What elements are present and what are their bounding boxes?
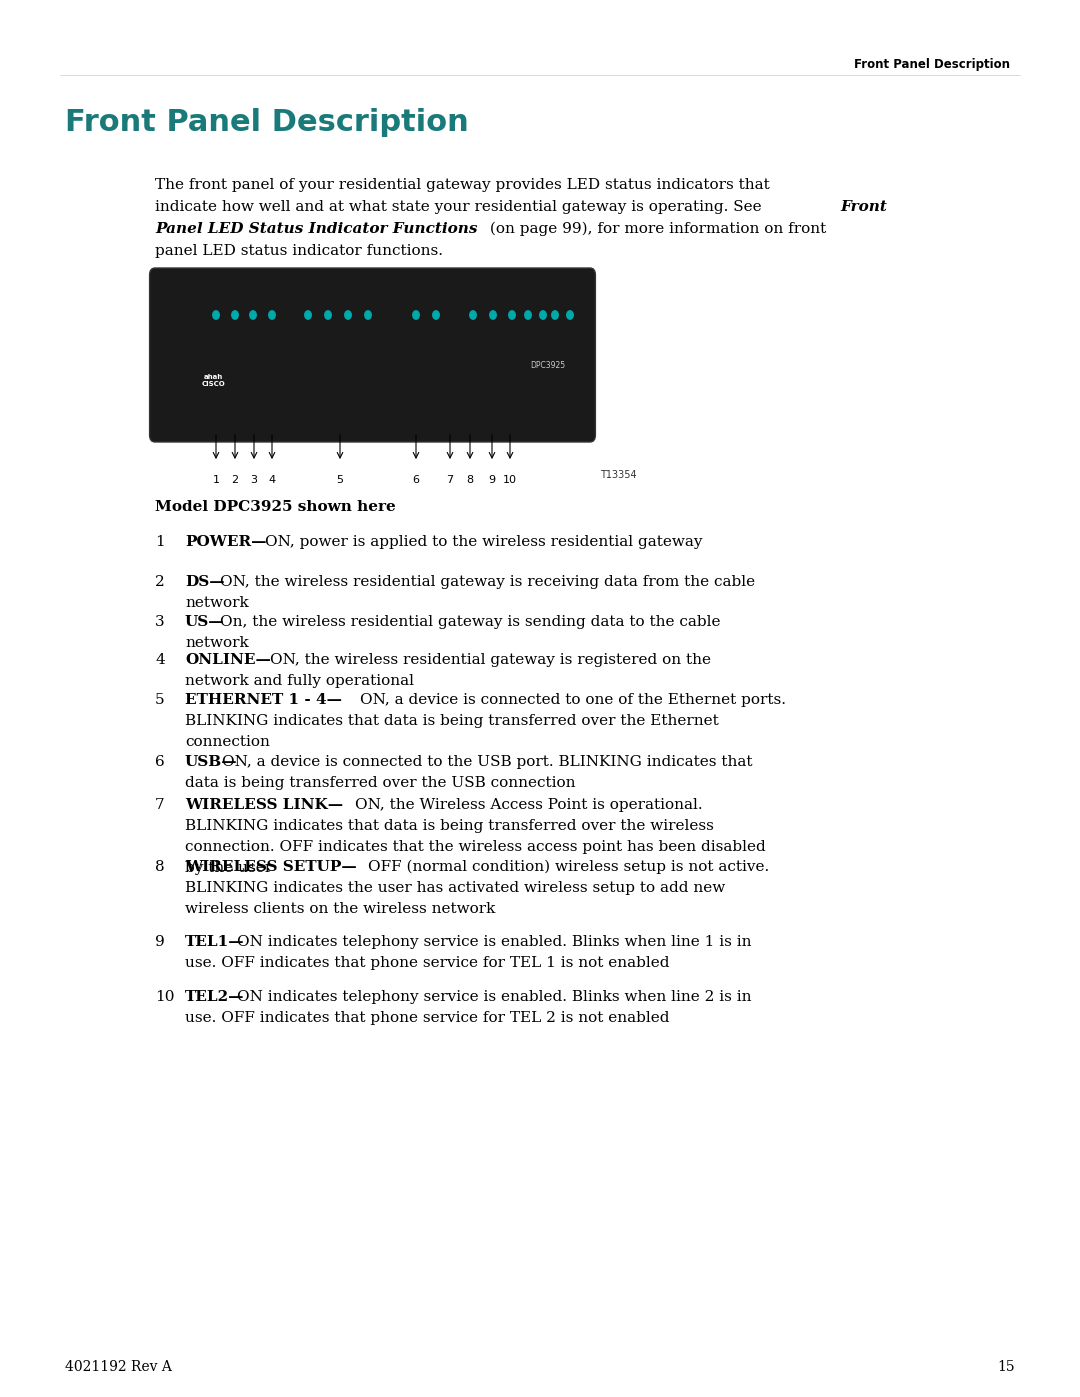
Text: ON, a device is connected to the USB port. BLINKING indicates that: ON, a device is connected to the USB por… <box>222 754 753 768</box>
Text: ETHERNET 1 - 4—: ETHERNET 1 - 4— <box>185 693 342 707</box>
Text: connection. OFF indicates that the wireless access point has been disabled: connection. OFF indicates that the wirel… <box>185 840 766 854</box>
Circle shape <box>509 310 515 319</box>
Circle shape <box>249 310 256 319</box>
Circle shape <box>525 310 531 319</box>
Text: 2: 2 <box>156 576 165 590</box>
Text: 1: 1 <box>156 535 165 549</box>
Text: BLINKING indicates that data is being transferred over the wireless: BLINKING indicates that data is being tr… <box>185 819 714 833</box>
Text: ON indicates telephony service is enabled. Blinks when line 2 is in: ON indicates telephony service is enable… <box>237 990 752 1004</box>
Text: On, the wireless residential gateway is sending data to the cable: On, the wireless residential gateway is … <box>220 615 720 629</box>
Text: 4021192 Rev A: 4021192 Rev A <box>65 1361 172 1375</box>
Text: 10: 10 <box>156 990 175 1004</box>
Text: Model DPC3925 shown here: Model DPC3925 shown here <box>156 500 395 514</box>
Text: Front: Front <box>840 200 887 214</box>
Text: 2: 2 <box>231 475 239 485</box>
Text: ON indicates telephony service is enabled. Blinks when line 1 is in: ON indicates telephony service is enable… <box>237 935 752 949</box>
Text: 1: 1 <box>213 475 219 485</box>
Text: 8: 8 <box>467 475 473 485</box>
Text: 9: 9 <box>488 475 496 485</box>
Text: 4: 4 <box>269 475 275 485</box>
Text: OFF (normal condition) wireless setup is not active.: OFF (normal condition) wireless setup is… <box>368 861 769 875</box>
Text: ONLINE—: ONLINE— <box>185 652 271 666</box>
Text: by the user: by the user <box>185 861 272 875</box>
Text: T13354: T13354 <box>600 469 636 481</box>
Circle shape <box>413 310 419 319</box>
Circle shape <box>470 310 476 319</box>
Circle shape <box>213 310 219 319</box>
Text: TEL2—: TEL2— <box>185 990 244 1004</box>
Text: DPC3925: DPC3925 <box>530 360 565 369</box>
Text: 10: 10 <box>503 475 517 485</box>
Text: network and fully operational: network and fully operational <box>185 673 414 687</box>
Text: DS—: DS— <box>185 576 225 590</box>
Text: data is being transferred over the USB connection: data is being transferred over the USB c… <box>185 775 576 789</box>
Text: 4: 4 <box>156 652 165 666</box>
Text: wireless clients on the wireless network: wireless clients on the wireless network <box>185 902 496 916</box>
Text: 3: 3 <box>251 475 257 485</box>
Text: ahah
CISCO: ahah CISCO <box>201 373 225 387</box>
Text: 5: 5 <box>337 475 343 485</box>
Circle shape <box>305 310 311 319</box>
Circle shape <box>345 310 351 319</box>
Text: BLINKING indicates that data is being transferred over the Ethernet: BLINKING indicates that data is being tr… <box>185 714 719 728</box>
Text: BLINKING indicates the user has activated wireless setup to add new: BLINKING indicates the user has activate… <box>185 882 726 895</box>
Text: ON, the wireless residential gateway is receiving data from the cable: ON, the wireless residential gateway is … <box>220 576 755 590</box>
Text: 8: 8 <box>156 861 164 875</box>
Text: 6: 6 <box>413 475 419 485</box>
Circle shape <box>433 310 440 319</box>
Text: USB—: USB— <box>185 754 238 768</box>
Text: WIRELESS LINK—: WIRELESS LINK— <box>185 798 343 812</box>
Text: ON, power is applied to the wireless residential gateway: ON, power is applied to the wireless res… <box>265 535 702 549</box>
Circle shape <box>365 310 372 319</box>
Text: 9: 9 <box>156 935 165 949</box>
Text: 5: 5 <box>156 693 164 707</box>
Circle shape <box>232 310 239 319</box>
Text: 6: 6 <box>156 754 165 768</box>
Text: Front Panel Description: Front Panel Description <box>854 59 1010 71</box>
Text: panel LED status indicator functions.: panel LED status indicator functions. <box>156 244 443 258</box>
Text: indicate how well and at what state your residential gateway is operating. See: indicate how well and at what state your… <box>156 200 767 214</box>
Text: 15: 15 <box>997 1361 1015 1375</box>
Text: ON, the wireless residential gateway is registered on the: ON, the wireless residential gateway is … <box>270 652 711 666</box>
Text: WIRELESS SETUP—: WIRELESS SETUP— <box>185 861 356 875</box>
Circle shape <box>325 310 332 319</box>
Text: network: network <box>185 636 248 650</box>
Text: 3: 3 <box>156 615 164 629</box>
Text: Panel LED Status Indicator Functions: Panel LED Status Indicator Functions <box>156 222 477 236</box>
Text: The front panel of your residential gateway provides LED status indicators that: The front panel of your residential gate… <box>156 177 770 191</box>
Text: TEL1—: TEL1— <box>185 935 245 949</box>
Text: ON, a device is connected to one of the Ethernet ports.: ON, a device is connected to one of the … <box>360 693 786 707</box>
FancyBboxPatch shape <box>150 268 595 441</box>
Text: connection: connection <box>185 735 270 749</box>
Circle shape <box>269 310 275 319</box>
Text: 7: 7 <box>156 798 164 812</box>
Circle shape <box>552 310 558 319</box>
Circle shape <box>567 310 573 319</box>
Circle shape <box>540 310 546 319</box>
Circle shape <box>489 310 496 319</box>
Text: use. OFF indicates that phone service for TEL 2 is not enabled: use. OFF indicates that phone service fo… <box>185 1011 670 1025</box>
Text: (on page 99), for more information on front: (on page 99), for more information on fr… <box>485 222 826 236</box>
Text: network: network <box>185 597 248 610</box>
Text: POWER—: POWER— <box>185 535 267 549</box>
Text: ON, the Wireless Access Point is operational.: ON, the Wireless Access Point is operati… <box>355 798 703 812</box>
Text: 7: 7 <box>446 475 454 485</box>
Text: use. OFF indicates that phone service for TEL 1 is not enabled: use. OFF indicates that phone service fo… <box>185 956 670 970</box>
Text: Front Panel Description: Front Panel Description <box>65 108 469 137</box>
Text: US—: US— <box>185 615 225 629</box>
